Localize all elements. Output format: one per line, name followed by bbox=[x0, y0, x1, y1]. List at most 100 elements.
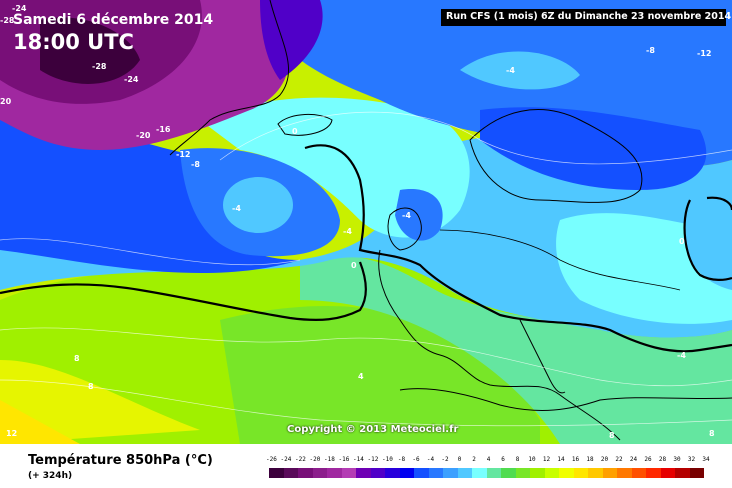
legend-tick-label: 32 bbox=[687, 456, 696, 463]
legend-swatch bbox=[298, 468, 313, 478]
isotherm-value-label: -4 bbox=[402, 211, 411, 220]
isotherm-value-label: -4 bbox=[506, 66, 515, 75]
isotherm-value-label: 8 bbox=[88, 382, 94, 391]
legend-swatch bbox=[370, 468, 385, 478]
yellow-zone-west bbox=[0, 360, 200, 444]
isotherm-value-label: 0 bbox=[351, 261, 357, 270]
temperature-map: -24-28-24-20-16-12-8-4-400-4-4-8 -120-448… bbox=[0, 0, 732, 444]
isotherm-value-label: -4 bbox=[677, 351, 686, 360]
forecast-time: 18:00 UTC bbox=[13, 30, 134, 54]
forecast-lead-time: (+ 324h) bbox=[28, 471, 73, 481]
isotherm-value-label: 8 bbox=[709, 429, 715, 438]
legend-swatch bbox=[428, 468, 443, 478]
isotherm-value-label: -4 bbox=[343, 227, 352, 236]
legend-swatch bbox=[312, 468, 327, 478]
legend-tick-label: 22 bbox=[615, 456, 623, 463]
legend-swatch bbox=[269, 468, 284, 478]
isotherm-value-label: 8 bbox=[74, 354, 80, 363]
legend-tick-label: 10 bbox=[528, 456, 536, 463]
blue-zone-scandinavia bbox=[480, 107, 707, 190]
forecast-date: Samedi 6 décembre 2014 bbox=[13, 12, 214, 28]
legend-tick-label: 18 bbox=[586, 456, 594, 463]
legend-swatch bbox=[341, 468, 356, 478]
legend-swatch bbox=[617, 468, 632, 478]
isotherm-value-label: -8 bbox=[646, 46, 655, 55]
isotherm-value-label: -28 bbox=[0, 16, 15, 25]
legend-tick-label: -12 bbox=[367, 456, 379, 463]
color-legend: -26 -24 -22 -20 -18 -16 -14 -12 -10 -8 -6 -4 -2 0 2 4 6 8… bbox=[266, 456, 719, 486]
legend-tick-label: 34 bbox=[702, 456, 710, 463]
legend-swatch bbox=[327, 468, 342, 478]
british-isles-outline bbox=[387, 207, 422, 251]
green-zone-central bbox=[300, 255, 732, 444]
legend-color-bar bbox=[269, 468, 704, 478]
legend-swatch bbox=[573, 468, 588, 478]
cyan-zone-russia bbox=[685, 193, 732, 290]
legend-swatch bbox=[472, 468, 487, 478]
legend-labels: -26 -24 -22 -20 -18 -16 -14 -12 -10 -8 -6 -4 -2 0 2 4 6 8… bbox=[266, 456, 719, 466]
coldest-core bbox=[40, 17, 140, 84]
legend-swatch bbox=[631, 468, 646, 478]
scandinavia-outline bbox=[469, 109, 643, 203]
legend-swatch bbox=[530, 468, 545, 478]
legend-tick-label: 2 bbox=[472, 456, 476, 463]
cool-band bbox=[0, 137, 732, 338]
legend-swatch bbox=[602, 468, 617, 478]
legend-swatch bbox=[486, 468, 501, 478]
isotherm-labels: -24-28-24-20-16-12-8-4-400-4-4-8 -120-448… bbox=[0, 4, 715, 440]
legend-tick-label: -4 bbox=[426, 456, 435, 463]
legend-tick-label: -24 bbox=[280, 456, 292, 463]
copyright-notice: Copyright © 2013 Meteociel.fr bbox=[287, 424, 459, 435]
italy-outline bbox=[519, 319, 566, 394]
footer-bar bbox=[0, 444, 732, 488]
legend-tick-label: 6 bbox=[501, 456, 505, 463]
isotherm-value-label: -24 bbox=[124, 75, 139, 84]
legend-tick-label: -8 bbox=[397, 456, 406, 463]
legend-tick-label: -6 bbox=[412, 456, 420, 463]
legend-tick-label: 16 bbox=[571, 456, 580, 463]
legend-tick-label: 0 bbox=[457, 456, 462, 463]
legend-swatch bbox=[646, 468, 661, 478]
isotherm-value-label: 12 bbox=[6, 429, 17, 438]
isotherm-value-label: -12 bbox=[697, 49, 711, 58]
legend-tick-label: 12 bbox=[542, 456, 551, 463]
isotherm-line bbox=[0, 327, 732, 387]
europe-coastline-south bbox=[378, 249, 621, 441]
isotherm-value-label: 8 bbox=[609, 431, 615, 440]
isotherm-line bbox=[0, 238, 301, 266]
legend-tick-label: -14 bbox=[353, 456, 364, 463]
legend-swatch bbox=[660, 468, 675, 478]
isotherm-line bbox=[0, 379, 732, 427]
run-info-box bbox=[441, 9, 726, 26]
legend-tick-label: -10 bbox=[382, 456, 393, 463]
legend-tick-label: 4 bbox=[486, 456, 491, 463]
legend-swatch bbox=[385, 468, 400, 478]
legend-swatch bbox=[283, 468, 298, 478]
isotherm-value-label: 0 bbox=[679, 237, 685, 246]
legend-swatch bbox=[515, 468, 530, 478]
legend-tick-label: 30 bbox=[673, 456, 681, 463]
isotherm-value-label: -12 bbox=[176, 150, 190, 159]
legend-tick-label: 24 bbox=[629, 456, 638, 463]
isotherm-value-label: -16 bbox=[156, 125, 171, 134]
cyan-patch-norway-sea bbox=[460, 51, 580, 90]
isotherm-value-label: 4 bbox=[358, 372, 364, 381]
legend-swatch bbox=[414, 468, 429, 478]
legend-swatch bbox=[443, 468, 458, 478]
yellow-zone-southwest bbox=[0, 400, 80, 444]
isotherm-value-label: -8 bbox=[191, 160, 200, 169]
variable-title: Température 850hPa (°C) bbox=[28, 453, 213, 468]
legend-tick-label: 14 bbox=[557, 456, 565, 463]
legend-swatch bbox=[399, 468, 414, 478]
legend-swatch bbox=[588, 468, 603, 478]
legend-tick-label: 28 bbox=[658, 456, 667, 463]
legend-tick-label: -2 bbox=[441, 456, 449, 463]
legend-swatch bbox=[675, 468, 690, 478]
isotherm-value-label: -28 bbox=[92, 62, 107, 71]
legend-tick-label: 8 bbox=[515, 456, 520, 463]
legend-swatch bbox=[356, 468, 371, 478]
iceland-outline bbox=[277, 114, 333, 136]
isotherm-value-label: -4 bbox=[232, 204, 241, 213]
legend-tick-label: -16 bbox=[338, 456, 350, 463]
